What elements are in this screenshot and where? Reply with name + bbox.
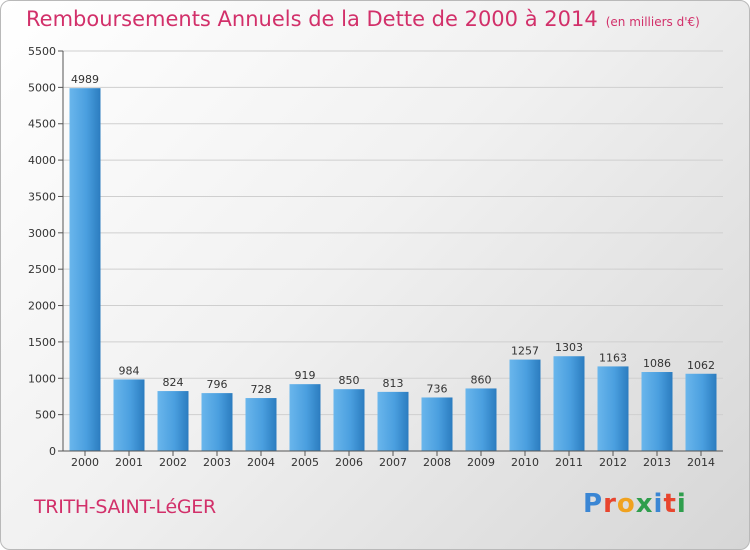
logo-letter: i bbox=[653, 489, 664, 519]
bar bbox=[157, 391, 189, 451]
y-tick-label: 0 bbox=[49, 445, 56, 458]
x-tick-label: 2014 bbox=[687, 456, 715, 469]
bar bbox=[113, 379, 145, 451]
y-tick-label: 4000 bbox=[28, 154, 56, 167]
x-tick-label: 2001 bbox=[115, 456, 143, 469]
y-tick-label: 3000 bbox=[28, 227, 56, 240]
logo-letter: r bbox=[603, 489, 617, 519]
bar-value-label: 1163 bbox=[599, 351, 627, 364]
y-tick-label: 2000 bbox=[28, 300, 56, 313]
bar-value-label: 1257 bbox=[511, 345, 539, 358]
x-tick-label: 2002 bbox=[159, 456, 187, 469]
bars: 4989 984 824 796 728 919 850 813 736 860 1257 1303 1… bbox=[69, 73, 717, 451]
x-tick-label: 2000 bbox=[71, 456, 99, 469]
bar-value-label: 860 bbox=[471, 373, 492, 386]
title-text: Remboursements Annuels de la Dette de 20… bbox=[26, 7, 598, 31]
bar-value-label: 728 bbox=[251, 383, 272, 396]
bar-value-label: 984 bbox=[119, 364, 140, 377]
axes: 0 500 1000 1500 2000 2500 3000 3500 4000 4500 5000… bbox=[28, 45, 723, 469]
bar bbox=[289, 384, 321, 451]
y-tick-label: 500 bbox=[35, 409, 56, 422]
bar bbox=[553, 356, 585, 451]
bar bbox=[509, 359, 541, 451]
bar bbox=[69, 88, 101, 451]
bar-value-label: 736 bbox=[427, 382, 448, 395]
x-tick-label: 2013 bbox=[643, 456, 671, 469]
bar-value-label: 919 bbox=[295, 369, 316, 382]
bar-value-label: 824 bbox=[163, 376, 184, 389]
y-tick-label: 5000 bbox=[28, 81, 56, 94]
y-tick-label: 1500 bbox=[28, 336, 56, 349]
logo-letter: P bbox=[583, 489, 604, 519]
bar bbox=[245, 398, 277, 451]
commune-name: TRITH-SAINT-LéGER bbox=[34, 496, 216, 518]
bar bbox=[465, 388, 497, 451]
x-tick-label: 2007 bbox=[379, 456, 407, 469]
bar bbox=[685, 373, 717, 451]
bar-value-label: 1086 bbox=[643, 357, 671, 370]
bar bbox=[377, 391, 409, 451]
x-tick-label: 2009 bbox=[467, 456, 495, 469]
logo-letter: x bbox=[635, 489, 654, 519]
y-tick-label: 2500 bbox=[28, 263, 56, 276]
proxiti-logo: Proxiti bbox=[583, 489, 687, 519]
bar-value-label: 796 bbox=[207, 378, 228, 391]
chart-title: Remboursements Annuels de la Dette de 20… bbox=[26, 7, 700, 31]
bar-value-label: 850 bbox=[339, 374, 360, 387]
x-tick-label: 2006 bbox=[335, 456, 363, 469]
x-tick-label: 2012 bbox=[599, 456, 627, 469]
x-tick-label: 2003 bbox=[203, 456, 231, 469]
x-tick-label: 2011 bbox=[555, 456, 583, 469]
x-tick-label: 2005 bbox=[291, 456, 319, 469]
bar-value-label: 813 bbox=[383, 377, 404, 390]
bar bbox=[333, 389, 365, 451]
bar bbox=[201, 393, 233, 451]
x-tick-label: 2010 bbox=[511, 456, 539, 469]
bar bbox=[641, 372, 673, 451]
logo-letter: i bbox=[676, 489, 687, 519]
bar bbox=[421, 397, 453, 451]
y-tick-label: 1000 bbox=[28, 372, 56, 385]
y-tick-label: 3500 bbox=[28, 190, 56, 203]
y-tick-label: 5500 bbox=[28, 45, 56, 58]
bar-value-label: 1062 bbox=[687, 359, 715, 372]
logo-letter: t bbox=[663, 489, 677, 519]
logo-letter: o bbox=[616, 489, 636, 519]
chart-subtitle: (en milliers d'€) bbox=[605, 15, 700, 29]
bar bbox=[597, 366, 629, 451]
bar-value-label: 1303 bbox=[555, 341, 583, 354]
bar-value-label: 4989 bbox=[71, 73, 99, 86]
x-tick-label: 2004 bbox=[247, 456, 275, 469]
x-tick-label: 2008 bbox=[423, 456, 451, 469]
y-tick-label: 4500 bbox=[28, 118, 56, 131]
